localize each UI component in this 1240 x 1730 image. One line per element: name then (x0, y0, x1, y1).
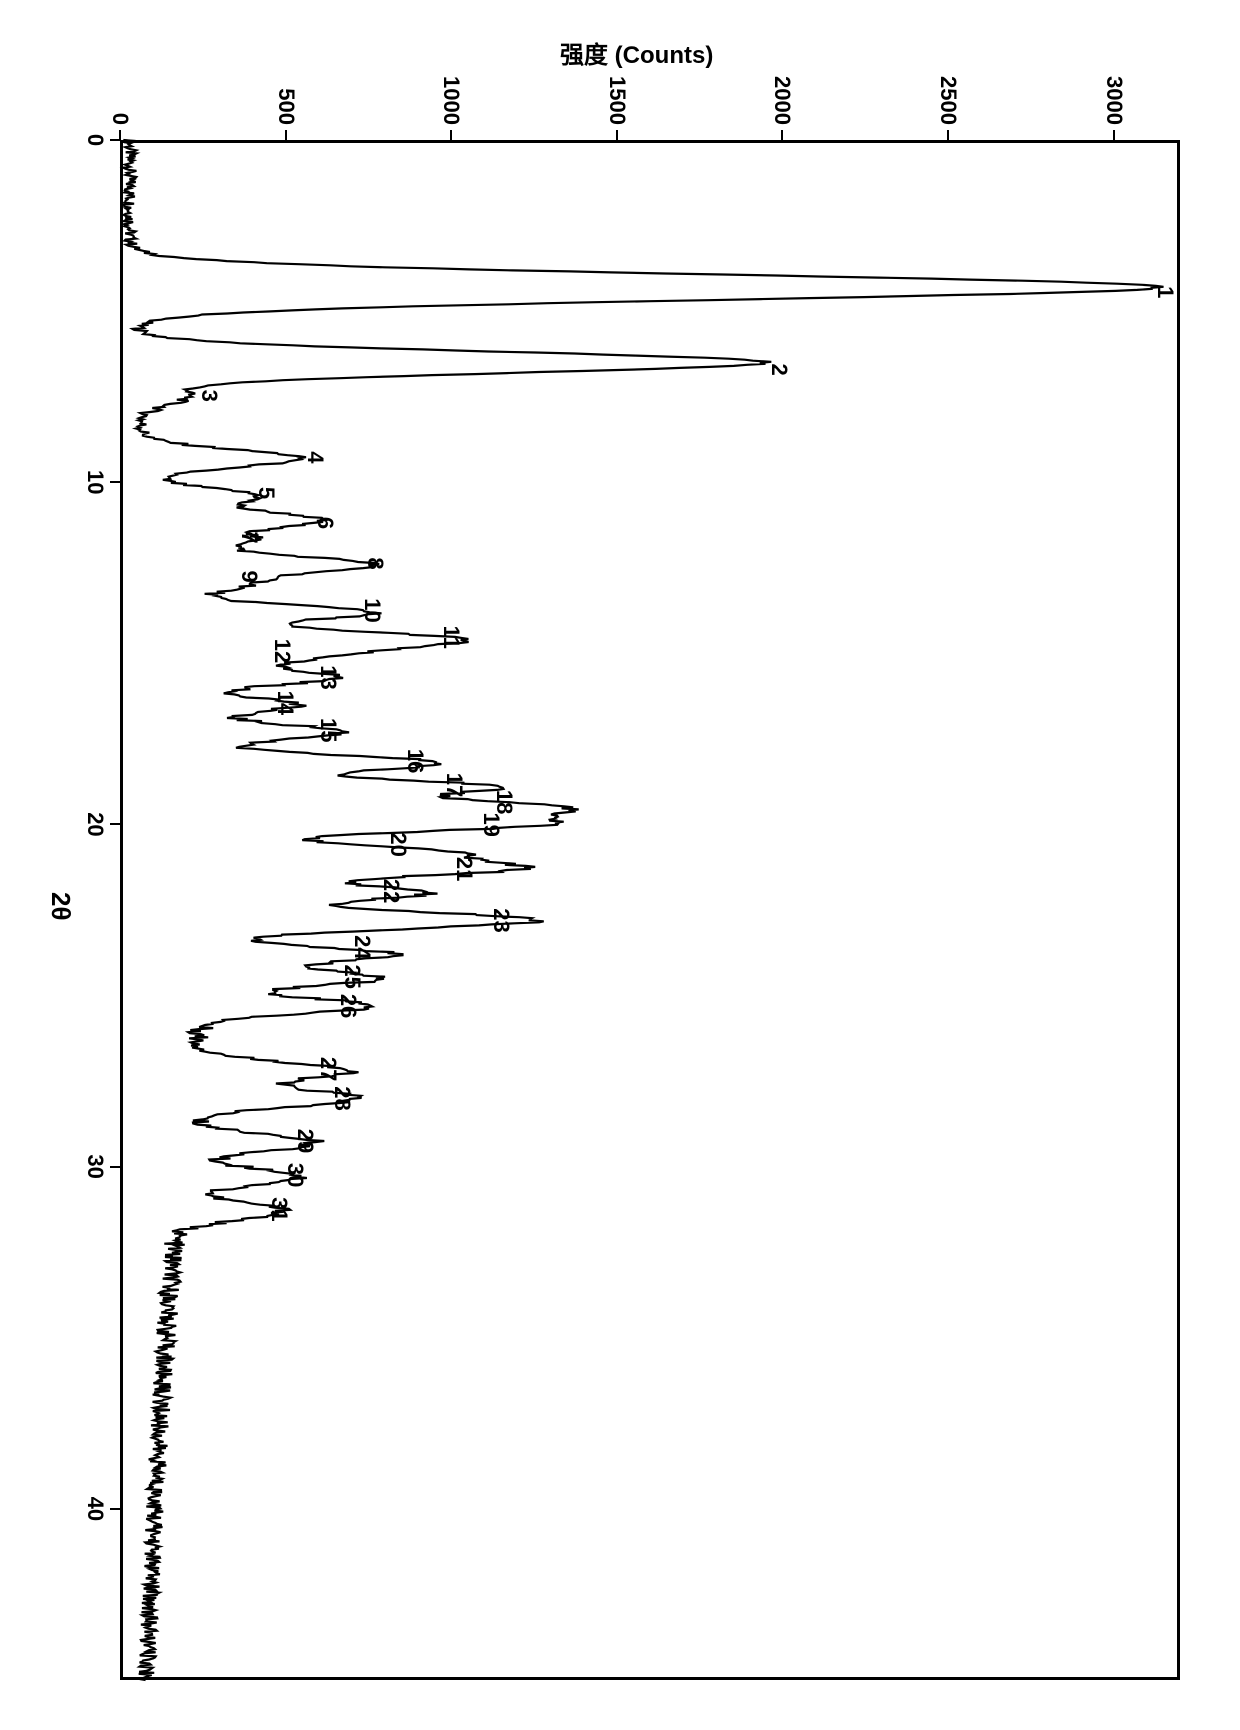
peak-label: 15 (316, 718, 342, 742)
peak-label: 23 (488, 908, 514, 932)
peak-label: 5 (253, 487, 279, 499)
xrd-trace-path (123, 140, 1163, 1680)
x-tick-mark (110, 1166, 120, 1168)
peak-label: 26 (335, 994, 361, 1018)
peak-label: 18 (491, 790, 517, 814)
peak-label: 8 (362, 557, 388, 569)
peak-label: 21 (451, 857, 477, 881)
peak-label: 22 (378, 879, 404, 903)
y-tick-mark (782, 130, 784, 140)
peak-label: 30 (282, 1163, 308, 1187)
peak-label: 3 (196, 390, 222, 402)
peak-label: 10 (359, 598, 385, 622)
xrd-trace (0, 0, 1240, 1730)
x-tick-label: 40 (82, 1484, 108, 1534)
y-tick-label: 3000 (1101, 55, 1127, 125)
peak-label: 9 (236, 570, 262, 582)
y-tick-mark (1113, 130, 1115, 140)
y-tick-mark (285, 130, 287, 140)
y-tick-label: 2000 (770, 55, 796, 125)
peak-label: 20 (385, 832, 411, 856)
y-tick-label: 1000 (438, 55, 464, 125)
peak-label: 19 (478, 812, 504, 836)
peak-label: 28 (329, 1086, 355, 1110)
peak-label: 24 (349, 935, 375, 959)
x-tick-mark (110, 481, 120, 483)
peak-label: 11 (438, 626, 464, 649)
peak-label: 14 (272, 691, 298, 715)
xrd-chart: 强度 (Counts) 2θ 0500100015002000250030000… (0, 0, 1240, 1730)
peak-label: 17 (441, 773, 467, 797)
peak-label: 4 (302, 451, 328, 463)
x-tick-mark (110, 823, 120, 825)
peak-label: 27 (316, 1057, 342, 1081)
x-tick-label: 30 (82, 1142, 108, 1192)
peak-label: 29 (292, 1129, 318, 1153)
y-tick-mark (616, 130, 618, 140)
x-tick-label: 20 (82, 799, 108, 849)
peak-label: 13 (316, 665, 342, 689)
peak-label: 16 (402, 749, 428, 773)
peak-label: 2 (766, 363, 792, 375)
y-tick-label: 0 (107, 55, 133, 125)
peak-label: 25 (339, 964, 365, 988)
y-tick-label: 2500 (935, 55, 961, 125)
y-tick-mark (947, 130, 949, 140)
peak-label: 1 (1152, 286, 1178, 298)
peak-label: 6 (312, 517, 338, 529)
peak-label: 31 (266, 1197, 292, 1221)
x-tick-label: 0 (82, 115, 108, 165)
x-tick-label: 10 (82, 457, 108, 507)
y-tick-mark (450, 130, 452, 140)
peak-label: 12 (269, 639, 295, 663)
x-tick-mark (110, 139, 120, 141)
peak-label: 7 (236, 531, 262, 543)
y-tick-label: 500 (273, 55, 299, 125)
y-tick-label: 1500 (604, 55, 630, 125)
x-tick-mark (110, 1508, 120, 1510)
